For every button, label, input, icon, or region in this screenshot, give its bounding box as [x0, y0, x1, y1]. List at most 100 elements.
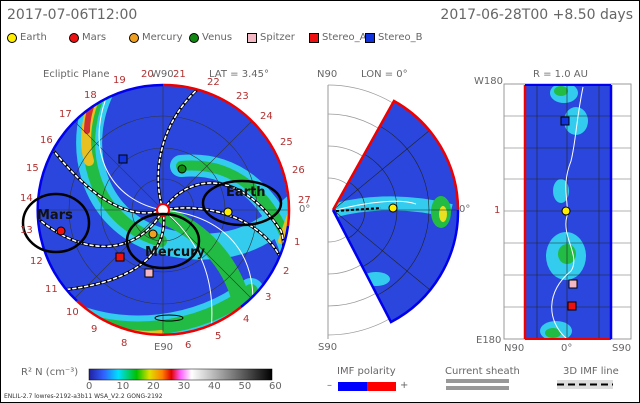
ring-number: 10 [66, 307, 79, 318]
ring-number: 26 [292, 165, 305, 176]
zero-x-label: 0° [561, 343, 573, 354]
ring-number: 15 [26, 163, 39, 174]
zero-deg-label: 0° [299, 204, 311, 215]
spitzer-marker-radial [568, 279, 578, 289]
colorbar-tick: 30 [177, 381, 191, 392]
ring-number: 3 [265, 292, 272, 303]
radius-label: R = 1.0 AU [533, 69, 588, 80]
ring-number: 9 [91, 324, 98, 335]
mars-marker [56, 226, 66, 236]
earth-annotation-ellipse [201, 179, 283, 227]
earth-marker-radial [561, 206, 571, 216]
venus-marker [177, 164, 187, 174]
w90-label: W90 [151, 69, 174, 80]
legend-item: Mercury [129, 32, 183, 43]
ring-number: 12 [30, 256, 43, 267]
square-marker-icon [247, 32, 257, 43]
circle-marker-icon [129, 32, 139, 43]
imf-line-label: 3D IMF line [563, 366, 619, 377]
s90-label: S90 [318, 342, 338, 353]
stereo-b-marker-radial [560, 116, 570, 126]
time-label: 2017-07-06T12:00 [7, 7, 138, 23]
colorbar-tick: 50 [238, 381, 252, 392]
earth-annotation: Earth [226, 185, 266, 200]
legend-label: Stereo_A [322, 32, 367, 43]
circle-marker-icon [69, 32, 79, 43]
ring-number: 2 [283, 266, 290, 277]
lat-label: LAT = 3.45° [209, 69, 269, 80]
legend-item: Mars [69, 32, 106, 43]
earth-marker-meridional [388, 203, 398, 213]
legend-label: Spitzer [260, 32, 295, 43]
ring-number: 20 [141, 69, 154, 80]
ring-number: 27 [298, 195, 311, 206]
legend-label: Stereo_B [378, 32, 423, 43]
colorbar-tick: 0 [86, 381, 93, 392]
legend-item: Venus [189, 32, 232, 43]
legend-item: Spitzer [247, 32, 295, 43]
meridional-zero-label: 0° [459, 204, 471, 215]
imf-plus: + [400, 380, 409, 391]
mars-annotation-ellipse [21, 192, 91, 254]
imf-line-swatch [557, 380, 613, 389]
e180-label: E180 [476, 335, 502, 346]
ecliptic-title: Ecliptic Plane [43, 69, 110, 80]
imf-negative-swatch [338, 382, 367, 391]
ring-number: 5 [215, 331, 222, 342]
n90-x-label: N90 [504, 343, 525, 354]
meridional-panel [327, 84, 460, 339]
ring-number: 13 [20, 225, 33, 236]
circle-marker-icon [7, 32, 17, 43]
legend-item: Stereo_B [365, 32, 422, 43]
imf-polarity-label: IMF polarity [337, 366, 396, 377]
colorbar-tick: 10 [116, 381, 130, 392]
e90-label: E90 [154, 342, 174, 353]
earth-marker [223, 207, 233, 217]
s90-x-label: S90 [612, 343, 632, 354]
square-marker-icon [365, 32, 375, 43]
imf-minus: – [327, 380, 332, 391]
ring-number: 22 [207, 77, 220, 88]
ring-number: 17 [59, 109, 72, 120]
current-sheath-label: Current sheath [445, 366, 520, 377]
ring-number: 24 [260, 111, 273, 122]
ring-number: 16 [40, 135, 53, 146]
colorbar-tick: 60 [269, 381, 282, 392]
legend-label: Earth [20, 32, 47, 43]
mercury-annotation: Mercury [145, 245, 206, 260]
w180-label: W180 [474, 76, 503, 87]
stereo-a-marker-radial [567, 301, 577, 311]
ring-number: 21 [173, 69, 186, 80]
ring-number: 11 [45, 284, 58, 295]
ring-number: 19 [113, 75, 126, 86]
n90-label: N90 [317, 69, 338, 80]
stereo-b-marker [118, 154, 128, 164]
ring-number: 6 [185, 340, 192, 351]
mercury-annotation-ellipse [125, 212, 201, 270]
legend-label: Mercury [142, 32, 183, 43]
mercury-marker [148, 229, 158, 239]
run-label: 2017-06-28T00 +8.50 days [440, 7, 633, 23]
mars-annotation: Mars [37, 208, 73, 223]
legend-item: Earth [7, 32, 47, 43]
square-marker-icon [309, 32, 319, 43]
legend-item: Stereo_A [309, 32, 366, 43]
ring-number: 18 [84, 90, 97, 101]
legend-label: Venus [202, 32, 233, 43]
radial-mark: 1 [494, 205, 501, 216]
ring-number: 8 [121, 338, 128, 349]
colorbar-tick: 20 [147, 381, 160, 392]
legend-label: Mars [82, 32, 107, 43]
ring-number: 25 [280, 137, 293, 148]
ring-number: 4 [243, 314, 250, 325]
imf-positive-swatch [367, 382, 396, 391]
radial-panel [503, 83, 632, 340]
density-colorbar [88, 368, 273, 381]
ring-number: 1 [294, 237, 301, 248]
lon-label: LON = 0° [361, 69, 408, 80]
spitzer-marker [144, 268, 154, 278]
colorbar-tick: 40 [208, 381, 221, 392]
ring-number: 14 [20, 193, 33, 204]
ring-number: 23 [236, 91, 249, 102]
